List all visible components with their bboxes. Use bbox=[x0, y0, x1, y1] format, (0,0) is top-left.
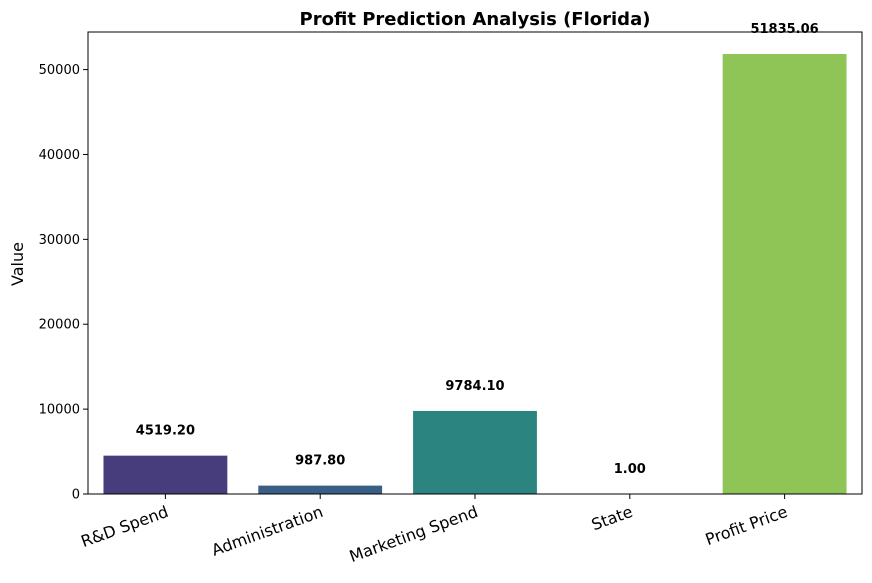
data-label-4: 51835.06 bbox=[750, 22, 818, 37]
bar-0 bbox=[103, 456, 227, 494]
y-tick-label-1: 10000 bbox=[39, 403, 80, 418]
data-label-1: 987.80 bbox=[295, 454, 345, 469]
data-label-3: 1.00 bbox=[614, 462, 646, 477]
y-tick-label-2: 20000 bbox=[39, 318, 80, 333]
bar-1 bbox=[258, 486, 382, 494]
chart-title: Profit Prediction Analysis (Florida) bbox=[300, 9, 651, 30]
y-axis: 0 10000 20000 30000 40000 50000 bbox=[39, 63, 88, 502]
bar-2 bbox=[413, 411, 537, 494]
y-tick-label-3: 30000 bbox=[39, 233, 80, 248]
y-axis-label: Value bbox=[8, 242, 27, 286]
x-axis: R&D Spend Administration Marketing Spend St… bbox=[78, 494, 790, 566]
x-tick-label-2: Marketing Spend bbox=[347, 502, 481, 566]
bar-4 bbox=[723, 54, 847, 494]
x-tick-label-0: R&D Spend bbox=[78, 502, 170, 551]
y-tick-label-4: 40000 bbox=[39, 148, 80, 163]
x-tick-label-4: Profit Price bbox=[703, 502, 790, 549]
y-tick-label-0: 0 bbox=[72, 488, 80, 503]
bars-group bbox=[103, 54, 846, 494]
data-label-2: 9784.10 bbox=[445, 379, 504, 394]
data-labels-group: 4519.20 987.80 9784.10 1.00 51835.06 bbox=[136, 22, 819, 477]
x-tick-label-3: State bbox=[589, 502, 635, 534]
x-tick-label-1: Administration bbox=[209, 502, 326, 560]
data-label-0: 4519.20 bbox=[136, 424, 195, 439]
y-tick-label-5: 50000 bbox=[39, 63, 80, 78]
